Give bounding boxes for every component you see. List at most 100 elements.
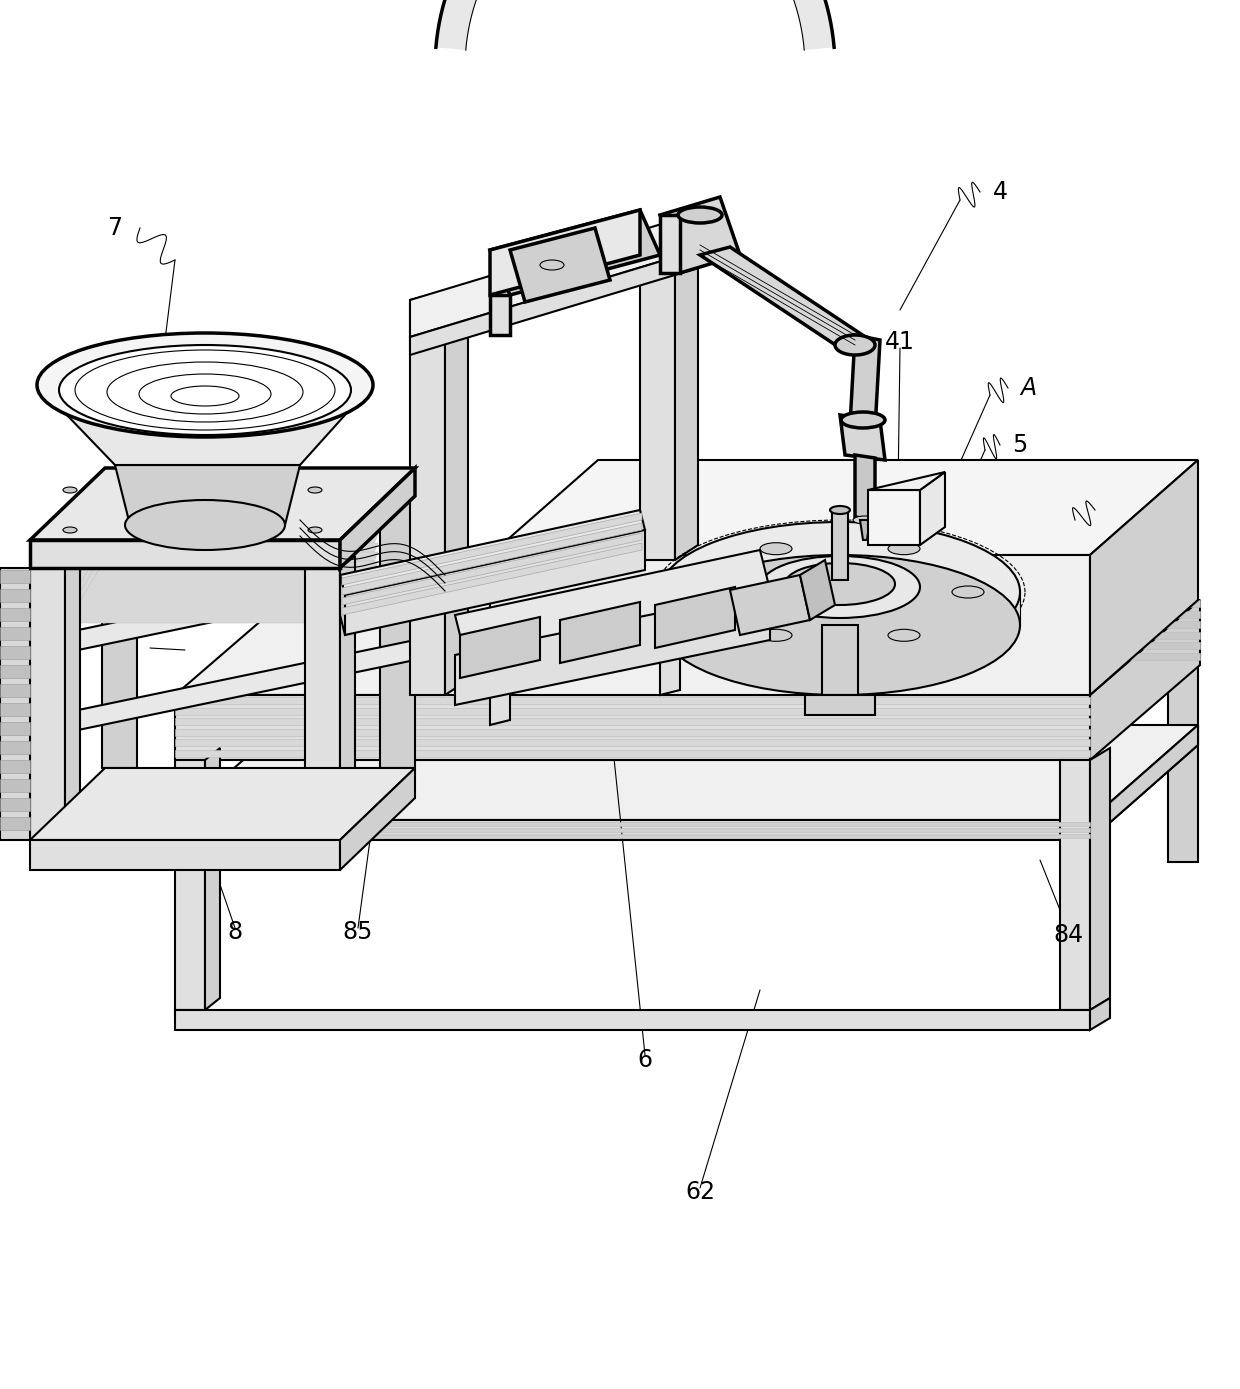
Polygon shape xyxy=(67,499,378,560)
Polygon shape xyxy=(275,613,305,863)
Polygon shape xyxy=(30,640,415,740)
Polygon shape xyxy=(175,697,1090,704)
Polygon shape xyxy=(345,531,645,635)
Text: 82: 82 xyxy=(105,578,135,601)
Polygon shape xyxy=(660,619,680,694)
Polygon shape xyxy=(102,496,136,768)
Polygon shape xyxy=(0,568,30,840)
Polygon shape xyxy=(822,625,858,694)
Text: 85: 85 xyxy=(342,920,373,945)
Polygon shape xyxy=(805,694,875,715)
Polygon shape xyxy=(0,760,30,774)
Polygon shape xyxy=(1090,611,1200,618)
Ellipse shape xyxy=(539,260,564,269)
Ellipse shape xyxy=(60,344,351,435)
Polygon shape xyxy=(175,725,305,840)
Polygon shape xyxy=(175,750,1090,757)
Polygon shape xyxy=(660,592,1021,625)
Text: 4: 4 xyxy=(992,181,1007,204)
Text: 71: 71 xyxy=(103,376,133,400)
Polygon shape xyxy=(67,525,378,588)
Polygon shape xyxy=(490,556,1090,694)
Text: A: A xyxy=(1021,376,1037,400)
Ellipse shape xyxy=(678,207,722,224)
Ellipse shape xyxy=(760,556,920,618)
Polygon shape xyxy=(0,722,30,735)
Ellipse shape xyxy=(660,522,1021,663)
Polygon shape xyxy=(175,760,205,1010)
Polygon shape xyxy=(30,468,415,540)
Polygon shape xyxy=(655,588,735,649)
Polygon shape xyxy=(0,703,30,715)
Polygon shape xyxy=(30,840,340,870)
Polygon shape xyxy=(832,510,848,581)
Polygon shape xyxy=(175,833,1090,838)
Polygon shape xyxy=(1090,460,1198,694)
Polygon shape xyxy=(0,817,30,831)
Polygon shape xyxy=(1060,760,1090,1010)
Polygon shape xyxy=(490,460,1198,556)
Polygon shape xyxy=(410,285,467,300)
Polygon shape xyxy=(730,575,810,635)
Text: 72: 72 xyxy=(103,468,133,492)
Ellipse shape xyxy=(660,556,1021,694)
Ellipse shape xyxy=(888,543,920,554)
Polygon shape xyxy=(64,556,81,840)
Polygon shape xyxy=(340,556,355,840)
Polygon shape xyxy=(856,456,875,519)
Text: 5: 5 xyxy=(1012,433,1028,457)
Polygon shape xyxy=(30,540,340,568)
Polygon shape xyxy=(0,589,30,601)
Text: 84: 84 xyxy=(1053,924,1083,947)
Polygon shape xyxy=(490,210,660,294)
Polygon shape xyxy=(849,335,880,431)
Polygon shape xyxy=(340,768,415,870)
Polygon shape xyxy=(660,197,740,274)
Polygon shape xyxy=(1090,632,1200,639)
Polygon shape xyxy=(410,213,698,338)
Polygon shape xyxy=(175,718,1090,725)
Polygon shape xyxy=(305,568,340,840)
Polygon shape xyxy=(175,694,1090,760)
Polygon shape xyxy=(410,250,698,356)
Polygon shape xyxy=(701,247,870,349)
Polygon shape xyxy=(175,707,1090,714)
Polygon shape xyxy=(640,228,675,560)
Polygon shape xyxy=(455,590,770,706)
Polygon shape xyxy=(67,543,378,606)
Polygon shape xyxy=(342,543,642,615)
Ellipse shape xyxy=(952,586,985,599)
Ellipse shape xyxy=(835,335,875,356)
Polygon shape xyxy=(0,799,30,811)
Polygon shape xyxy=(175,828,1090,832)
Polygon shape xyxy=(64,496,379,568)
Ellipse shape xyxy=(760,543,792,554)
Ellipse shape xyxy=(853,515,877,524)
Polygon shape xyxy=(342,533,642,606)
Polygon shape xyxy=(205,749,219,1010)
Polygon shape xyxy=(175,820,1090,840)
Polygon shape xyxy=(38,385,372,465)
Polygon shape xyxy=(0,779,30,792)
Polygon shape xyxy=(1090,725,1198,840)
Polygon shape xyxy=(0,683,30,697)
Polygon shape xyxy=(1090,749,1110,1010)
Polygon shape xyxy=(0,569,30,583)
Ellipse shape xyxy=(308,526,322,533)
Polygon shape xyxy=(67,515,378,578)
Ellipse shape xyxy=(760,629,792,642)
Polygon shape xyxy=(800,560,835,619)
Polygon shape xyxy=(175,822,1090,826)
Text: 1: 1 xyxy=(1107,499,1122,522)
Polygon shape xyxy=(1090,642,1200,649)
Polygon shape xyxy=(115,465,300,525)
Text: 83: 83 xyxy=(105,636,135,660)
Polygon shape xyxy=(30,560,415,660)
Polygon shape xyxy=(379,496,415,768)
Text: 6: 6 xyxy=(637,1047,652,1072)
Ellipse shape xyxy=(841,413,885,428)
Polygon shape xyxy=(868,490,920,544)
Polygon shape xyxy=(342,524,642,594)
Polygon shape xyxy=(175,600,1200,694)
Polygon shape xyxy=(0,646,30,658)
